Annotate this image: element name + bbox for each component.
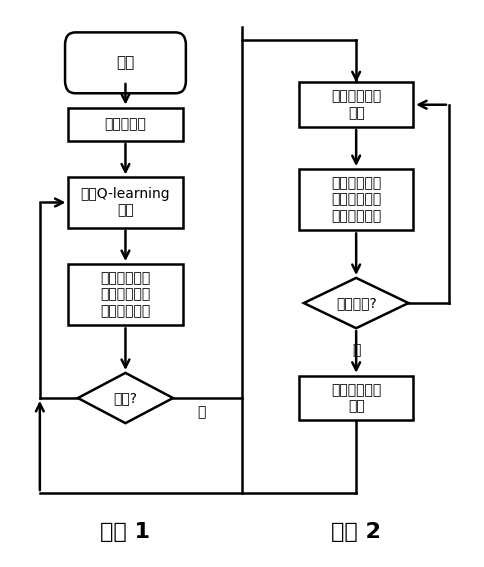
Bar <box>299 169 413 230</box>
FancyBboxPatch shape <box>65 32 186 94</box>
Text: 重新学习?: 重新学习? <box>336 296 377 310</box>
Bar <box>68 177 182 227</box>
Bar <box>299 82 413 127</box>
Text: 执行Q-learning
算法: 执行Q-learning 算法 <box>81 187 170 218</box>
Text: 阶段 1: 阶段 1 <box>101 522 151 542</box>
Text: 调高学习负婪
因子: 调高学习负婪 因子 <box>331 383 381 413</box>
Bar <box>68 264 182 325</box>
Text: 阶段 2: 阶段 2 <box>331 522 381 542</box>
Text: 计算一段时间
内小基站吞吐
量变化绝对值: 计算一段时间 内小基站吞吐 量变化绝对值 <box>331 176 381 223</box>
Text: 调高学习负婪
因子: 调高学习负婪 因子 <box>331 90 381 120</box>
Polygon shape <box>304 278 408 328</box>
Text: 开始: 开始 <box>116 56 135 70</box>
Text: 算法初始化: 算法初始化 <box>105 117 146 132</box>
Text: 是: 是 <box>197 405 206 419</box>
Text: 是: 是 <box>352 344 361 358</box>
Bar <box>299 376 413 420</box>
Bar <box>68 108 182 141</box>
Text: 计算一段时间
内小基站吞吐
量变化绝对值: 计算一段时间 内小基站吞吐 量变化绝对值 <box>100 272 151 318</box>
Text: 收敛?: 收敛? <box>113 391 137 405</box>
Polygon shape <box>78 373 173 423</box>
